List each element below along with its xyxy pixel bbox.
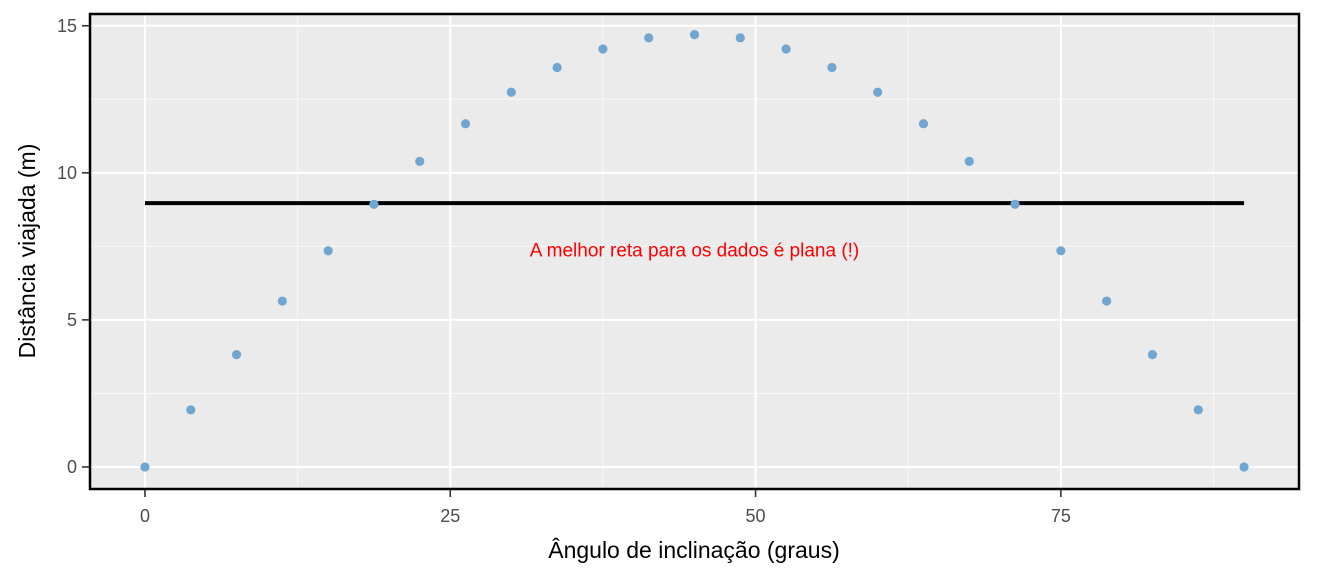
data-point — [552, 62, 562, 73]
data-point — [1056, 246, 1066, 256]
data-point — [1010, 199, 1020, 209]
data-point — [506, 87, 516, 97]
x-tick-label: 50 — [746, 506, 766, 526]
data-points — [140, 29, 1249, 472]
annotation-text: A melhor reta para os dados é plana (!) — [530, 240, 860, 261]
x-tick-label: 0 — [140, 506, 150, 526]
minor-gridlines — [90, 14, 1299, 489]
data-point — [415, 156, 425, 166]
plot-panel-background — [90, 14, 1299, 489]
data-point — [323, 246, 333, 256]
data-point — [735, 33, 745, 43]
data-point — [827, 62, 837, 73]
y-tick-label: 5 — [67, 310, 77, 330]
data-point — [369, 199, 379, 209]
x-axis: 0 25 50 75 — [140, 490, 1071, 526]
data-point — [873, 87, 883, 97]
data-point — [964, 156, 974, 166]
y-axis: 0 5 10 15 — [57, 16, 89, 477]
data-point — [644, 33, 654, 43]
y-tick-label: 10 — [57, 163, 77, 183]
data-point — [918, 119, 929, 129]
data-point — [1102, 296, 1112, 306]
y-axis-title: Distância viajada (m) — [14, 144, 40, 359]
data-point — [140, 462, 150, 472]
x-tick-label: 25 — [440, 506, 460, 526]
data-point — [231, 349, 242, 360]
plot-panel-border — [88, 12, 1301, 491]
data-point — [460, 119, 471, 129]
data-point — [186, 405, 196, 415]
data-point — [689, 29, 700, 40]
y-tick-label: 0 — [67, 457, 77, 477]
data-point — [781, 44, 791, 54]
data-point — [1147, 349, 1158, 360]
x-tick-label: 75 — [1051, 506, 1071, 526]
data-point — [1239, 462, 1249, 472]
data-point — [1193, 405, 1203, 415]
x-axis-title: Ângulo de inclinação (graus) — [548, 537, 840, 563]
data-point — [598, 44, 608, 54]
y-tick-label: 15 — [57, 16, 77, 36]
data-point — [277, 296, 287, 306]
